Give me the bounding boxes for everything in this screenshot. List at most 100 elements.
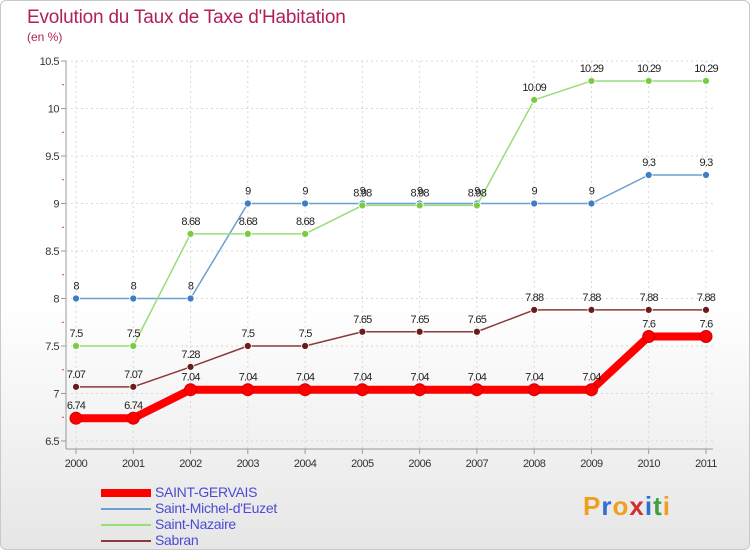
data-point bbox=[644, 305, 653, 314]
data-label: 7.04 bbox=[468, 372, 487, 384]
logo-letter: x bbox=[629, 491, 645, 521]
series-line bbox=[72, 332, 710, 423]
legend-label: Saint-Michel-d'Euzet bbox=[155, 500, 277, 516]
x-tick-label: 2007 bbox=[466, 458, 489, 470]
data-point bbox=[358, 327, 367, 336]
data-point bbox=[642, 330, 656, 343]
data-point bbox=[530, 305, 539, 314]
data-label: 6.74 bbox=[124, 400, 143, 412]
data-label: 9 bbox=[532, 186, 538, 198]
legend-swatch bbox=[101, 540, 151, 542]
data-label: 7.88 bbox=[582, 292, 601, 304]
data-point bbox=[243, 342, 252, 350]
y-tick-label: 8.5 bbox=[45, 246, 59, 258]
data-point bbox=[530, 96, 539, 104]
chart-title: Evolution du Taux de Taxe d'Habitation bbox=[27, 7, 346, 28]
data-point bbox=[644, 171, 653, 179]
data-point bbox=[644, 77, 653, 85]
data-label: 7.04 bbox=[239, 372, 258, 384]
logo-letter: P bbox=[583, 491, 602, 521]
data-label: 7.5 bbox=[127, 328, 141, 340]
data-point bbox=[413, 383, 427, 397]
y-tick-label: 6.5 bbox=[45, 436, 59, 448]
x-tick-label: 2005 bbox=[351, 458, 374, 470]
data-point bbox=[129, 382, 138, 391]
data-point bbox=[473, 201, 481, 210]
y-tick-label: 7 bbox=[53, 389, 59, 401]
x-tick-label: 2000 bbox=[65, 458, 88, 470]
data-point bbox=[72, 382, 80, 391]
data-point bbox=[473, 327, 481, 336]
y-tick-label: 10.5 bbox=[40, 56, 60, 68]
data-label: 9 bbox=[589, 186, 595, 198]
data-label: 9.3 bbox=[642, 157, 656, 169]
data-label: 8 bbox=[73, 281, 79, 293]
data-label: 8.98 bbox=[353, 187, 372, 199]
series-3 bbox=[72, 305, 710, 391]
data-point bbox=[129, 294, 138, 303]
y-tick-label: 9.5 bbox=[45, 151, 59, 163]
x-tick-label: 2001 bbox=[122, 458, 145, 470]
logo-letter: r bbox=[601, 491, 613, 521]
data-point bbox=[358, 201, 367, 210]
x-tick-label: 2002 bbox=[179, 458, 202, 470]
data-label: 7.07 bbox=[67, 369, 86, 381]
data-point bbox=[587, 77, 596, 85]
data-point bbox=[530, 199, 539, 208]
data-point bbox=[243, 229, 252, 238]
data-label: 9 bbox=[302, 186, 308, 198]
data-point bbox=[186, 294, 195, 303]
x-tick-label: 2008 bbox=[523, 458, 546, 470]
data-label: 7.07 bbox=[124, 369, 143, 381]
data-label: 6.74 bbox=[67, 400, 86, 412]
legend-item: Sabran bbox=[101, 532, 361, 549]
data-label: 8.68 bbox=[181, 216, 200, 228]
legend-item: SAINT-GERVAIS bbox=[101, 484, 361, 501]
legend-swatch bbox=[101, 489, 151, 497]
x-tick-label: 2010 bbox=[637, 458, 660, 470]
data-point bbox=[355, 383, 369, 397]
data-label: 7.5 bbox=[299, 328, 313, 340]
data-label: 8 bbox=[188, 281, 194, 293]
data-label: 9 bbox=[360, 186, 366, 198]
y-tick-label: 9 bbox=[53, 199, 59, 211]
data-label: 7.5 bbox=[70, 328, 84, 340]
data-point bbox=[702, 305, 710, 314]
legend-item: Saint-Nazaire bbox=[101, 516, 361, 533]
data-point bbox=[470, 383, 484, 397]
data-label: 7.65 bbox=[411, 314, 430, 326]
data-label: 9.3 bbox=[700, 157, 714, 169]
series-0 bbox=[69, 330, 713, 425]
data-point bbox=[186, 229, 195, 238]
data-label: 7.65 bbox=[468, 314, 487, 326]
data-point bbox=[699, 330, 713, 343]
data-label: 10.29 bbox=[694, 63, 718, 75]
data-point bbox=[126, 411, 140, 425]
chart-legend: SAINT-GERVAIS Saint-Michel-d'Euzet Saint-N… bbox=[101, 484, 361, 549]
data-label: 8.98 bbox=[468, 187, 487, 199]
data-label: 7.5 bbox=[241, 328, 255, 340]
data-point bbox=[584, 383, 598, 397]
data-point bbox=[72, 294, 80, 303]
x-tick-label: 2009 bbox=[580, 458, 603, 470]
data-label: 8.68 bbox=[239, 216, 258, 228]
data-label: 7.88 bbox=[525, 292, 544, 304]
legend-item: Saint-Michel-d'Euzet bbox=[101, 500, 361, 517]
data-point bbox=[241, 383, 255, 397]
data-label: 7.88 bbox=[640, 292, 659, 304]
data-label: 10.09 bbox=[522, 82, 546, 94]
y-tick-label: 8 bbox=[53, 294, 59, 306]
x-tick-label: 2004 bbox=[294, 458, 317, 470]
legend-label: SAINT-GERVAIS bbox=[155, 484, 258, 500]
data-point bbox=[243, 199, 252, 208]
logo-letter: i bbox=[662, 491, 671, 521]
logo-letter: i bbox=[644, 491, 654, 521]
legend-label: Sabran bbox=[155, 532, 199, 548]
y-tick-label: 7.5 bbox=[45, 341, 59, 353]
data-point bbox=[527, 383, 541, 397]
data-point bbox=[415, 201, 424, 210]
data-point bbox=[69, 411, 83, 425]
series-2 bbox=[72, 77, 710, 350]
data-point bbox=[702, 171, 710, 179]
data-point bbox=[301, 199, 309, 208]
